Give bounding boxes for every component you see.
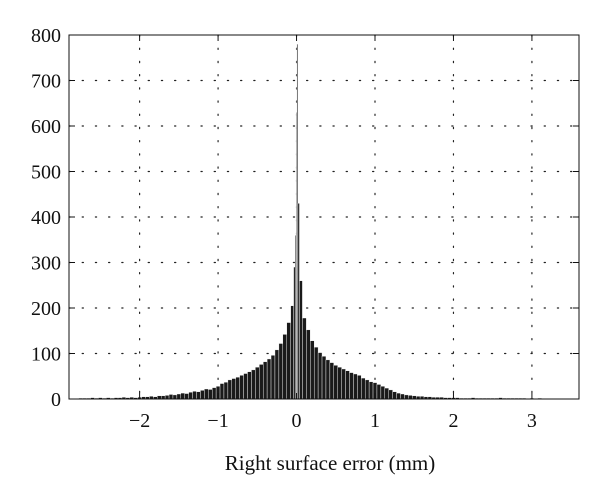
x-tick-label: −1: [207, 410, 228, 432]
x-tick-labels: −2 −1 0 1 2 3: [129, 410, 537, 432]
histogram-bar: [361, 377, 366, 400]
histogram-bar: [384, 387, 389, 400]
histogram-bar: [231, 378, 236, 400]
histogram-bar: [357, 375, 362, 400]
y-tick-labels: 0 100 200 300 400 500 600 700 800: [31, 25, 61, 411]
histogram-bar: [262, 361, 268, 400]
histogram-bar: [219, 383, 225, 400]
histogram-bar: [353, 373, 358, 400]
x-tick-label: 1: [370, 410, 380, 432]
histogram-bar: [227, 379, 233, 400]
histogram-bar: [396, 392, 401, 400]
histogram-bar: [278, 343, 284, 400]
histogram-bar: [392, 391, 397, 400]
histogram-bar: [293, 266, 296, 400]
y-tick-label: 400: [31, 207, 61, 229]
histogram-bar: [286, 322, 291, 400]
histogram-bar: [184, 393, 189, 400]
histogram-bar: [235, 376, 240, 400]
histogram-bar: [313, 346, 319, 400]
histogram-bar: [164, 395, 170, 400]
histogram-bar: [255, 366, 260, 400]
histogram-bar: [345, 370, 350, 400]
x-tick-label: 0: [292, 410, 302, 432]
histogram-bar: [270, 355, 276, 400]
histogram-bar: [251, 369, 256, 400]
histogram-bar: [302, 317, 307, 400]
histogram-bar: [274, 349, 280, 400]
histogram-bar: [247, 371, 252, 400]
histogram-bar: [180, 392, 185, 400]
histogram-bar: [239, 375, 244, 400]
histogram-bar: [243, 373, 248, 400]
y-tick-label: 700: [31, 71, 61, 93]
axis-ticks: [69, 34, 579, 400]
histogram-bar: [376, 384, 382, 400]
histogram-bar: [168, 394, 174, 400]
histogram-bar: [408, 395, 413, 400]
histogram-bar: [223, 381, 229, 400]
y-tick-label: 0: [51, 389, 61, 411]
histogram-bar: [266, 358, 272, 400]
histogram-bar: [388, 389, 393, 400]
histogram-bar: [259, 364, 264, 400]
histogram-bar: [196, 391, 201, 400]
histogram-bar: [306, 329, 311, 400]
histogram-bar: [368, 381, 374, 400]
x-tick-label: 2: [448, 410, 458, 432]
y-tick-label: 300: [31, 253, 61, 275]
histogram-bar: [176, 393, 182, 400]
y-tick-label: 500: [31, 162, 61, 184]
y-tick-label: 800: [31, 25, 61, 47]
histogram-bar: [317, 352, 323, 400]
histogram-bar: [204, 388, 209, 400]
histogram-bar: [188, 391, 193, 400]
x-tick-label: 3: [527, 410, 537, 432]
histogram-bar: [290, 305, 294, 400]
histogram-bar: [299, 280, 303, 400]
histogram-bar: [325, 359, 331, 400]
histogram-bar: [333, 365, 338, 400]
histogram-bar: [192, 391, 197, 400]
x-tick-label: −2: [129, 410, 150, 432]
y-tick-label: 100: [31, 344, 61, 366]
y-tick-label: 200: [31, 298, 61, 320]
histogram-bar: [341, 368, 346, 400]
histogram-bar: [208, 389, 213, 400]
histogram-bar: [282, 334, 287, 400]
histogram-bar: [310, 340, 315, 400]
histogram-bar: [297, 203, 300, 400]
histogram-bar: [321, 356, 327, 400]
histogram-bar: [364, 379, 370, 400]
histogram-bar: [404, 394, 409, 400]
histogram-bar: [349, 372, 354, 400]
x-axis-title: Right surface error (mm): [225, 451, 436, 475]
histogram-bar: [400, 393, 405, 400]
histogram-bar: [172, 394, 178, 400]
histogram-bar: [329, 362, 335, 400]
y-tick-label: 600: [31, 116, 61, 138]
histogram-bar: [337, 366, 342, 400]
histogram-bar: [200, 390, 205, 400]
histogram-bar: [380, 386, 386, 400]
histogram-bar: [211, 387, 217, 400]
